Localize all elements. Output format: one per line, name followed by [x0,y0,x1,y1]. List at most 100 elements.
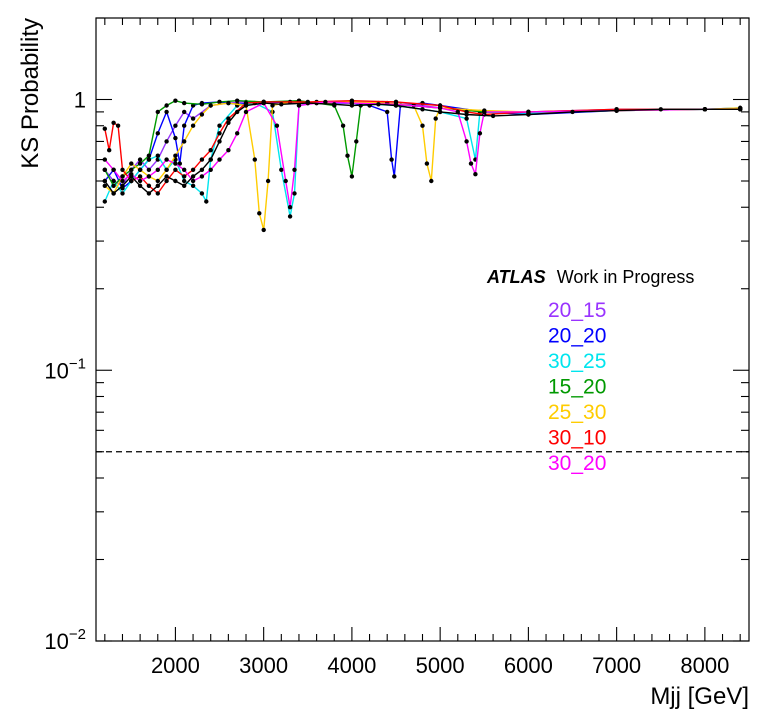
data-point [477,131,483,136]
data-point [208,103,213,108]
data-point [120,191,125,196]
data-point [146,183,152,188]
data-point [208,148,213,153]
data-point [570,109,575,115]
data-point [738,107,743,112]
data-point [265,178,271,184]
data-point [129,174,134,179]
data-point [164,109,169,115]
data-point [146,157,152,162]
data-point [349,174,355,179]
data-point [102,199,108,204]
data-point [464,112,469,117]
data-point [155,153,160,158]
y-tick-label: 10−2 [44,626,86,654]
data-point [243,109,249,115]
data-point [146,174,152,179]
data-point [137,161,143,166]
data-point [173,178,178,184]
legend-entry: 20_15 [548,299,606,322]
data-point [305,100,310,106]
data-point [349,103,355,108]
data-point [182,139,187,144]
data-point [164,157,169,162]
data-point [107,148,112,153]
data-point [702,107,708,112]
data-point [129,178,134,184]
data-point [102,126,108,131]
data-point [614,108,619,113]
data-point [146,167,152,172]
data-point [182,178,187,184]
data-point [226,116,231,121]
data-point [182,183,187,188]
data-point [393,103,399,108]
data-point [257,211,262,216]
data-point [235,98,240,103]
work-in-progress-label: Work in Progress [557,267,695,287]
data-point [252,157,257,162]
x-tick-label: 4000 [327,653,376,678]
x-tick-label: 2000 [151,653,200,678]
data-point [190,183,196,188]
data-point [296,103,302,108]
legend-entry: 30_20 [548,452,606,475]
legend-entry: 20_20 [548,325,606,348]
data-point [137,167,143,172]
plot-frame [95,17,750,642]
legend-entry: 25_30 [548,401,606,424]
data-point [217,139,222,144]
data-point [155,109,160,115]
data-point [332,102,337,107]
data-point [199,191,205,196]
series-line [104,102,741,195]
data-point [137,183,143,188]
data-point [164,178,169,184]
data-point [208,157,213,162]
data-point [323,99,328,105]
data-point [120,167,125,172]
data-point [490,113,496,119]
data-point [173,153,178,158]
y-tick-label: 10−1 [44,355,86,383]
data-point [137,174,143,179]
legend-entry: 30_10 [548,427,606,450]
data-point [274,123,280,128]
data-point [111,191,116,196]
data-point [429,178,434,184]
data-point [164,167,169,172]
data-point [243,103,249,108]
data-point [173,135,178,141]
data-point [120,174,125,179]
data-point [420,107,425,112]
data-point [190,116,196,121]
x-tick-label: 5000 [416,653,465,678]
x-tick-label: 6000 [504,653,553,678]
legend-entry: 30_25 [548,350,606,373]
data-point [340,123,346,128]
data-point [173,167,178,172]
data-point [204,199,209,204]
data-point [182,167,187,172]
data-point [345,153,350,158]
data-point [473,172,478,177]
data-point [137,178,143,184]
data-point [102,183,108,188]
data-point [354,139,359,144]
data-point [199,157,205,162]
x-tick-label: 7000 [592,653,641,678]
data-point [199,167,205,172]
x-tick-labels: 2000 3000 4000 5000 6000 7000 8000 [151,653,729,678]
series-reference [102,100,743,196]
data-point [217,157,222,162]
data-point [424,161,430,166]
data-point [292,191,297,196]
data-point [226,148,231,153]
atlas-bold-label: ATLAS [486,267,546,287]
data-point [420,123,425,128]
data-point [226,100,231,106]
x-tick-label: 8000 [680,653,729,678]
data-point [190,178,196,184]
data-point [217,131,222,136]
